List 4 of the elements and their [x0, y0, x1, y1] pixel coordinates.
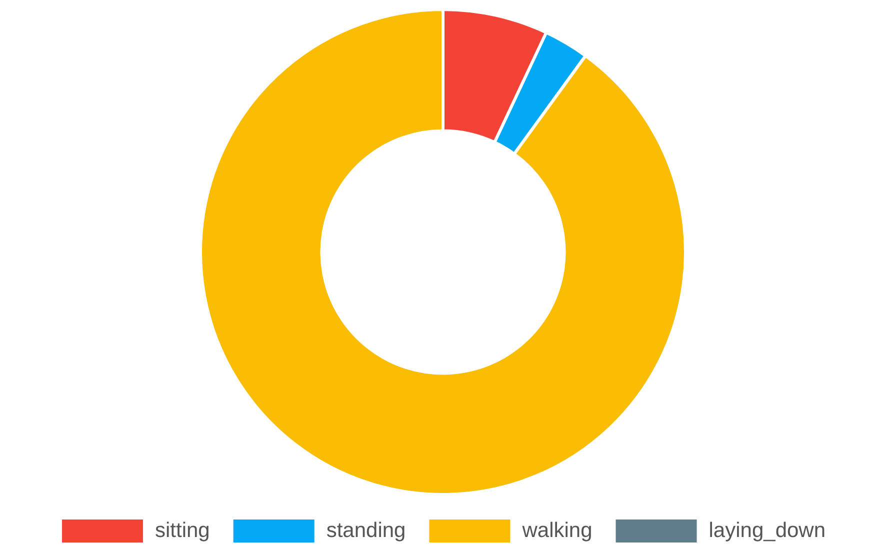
- legend-label: sitting: [154, 518, 210, 542]
- legend-label: walking: [521, 518, 592, 542]
- legend-label: standing: [326, 518, 406, 542]
- legend-label: laying_down: [708, 518, 826, 542]
